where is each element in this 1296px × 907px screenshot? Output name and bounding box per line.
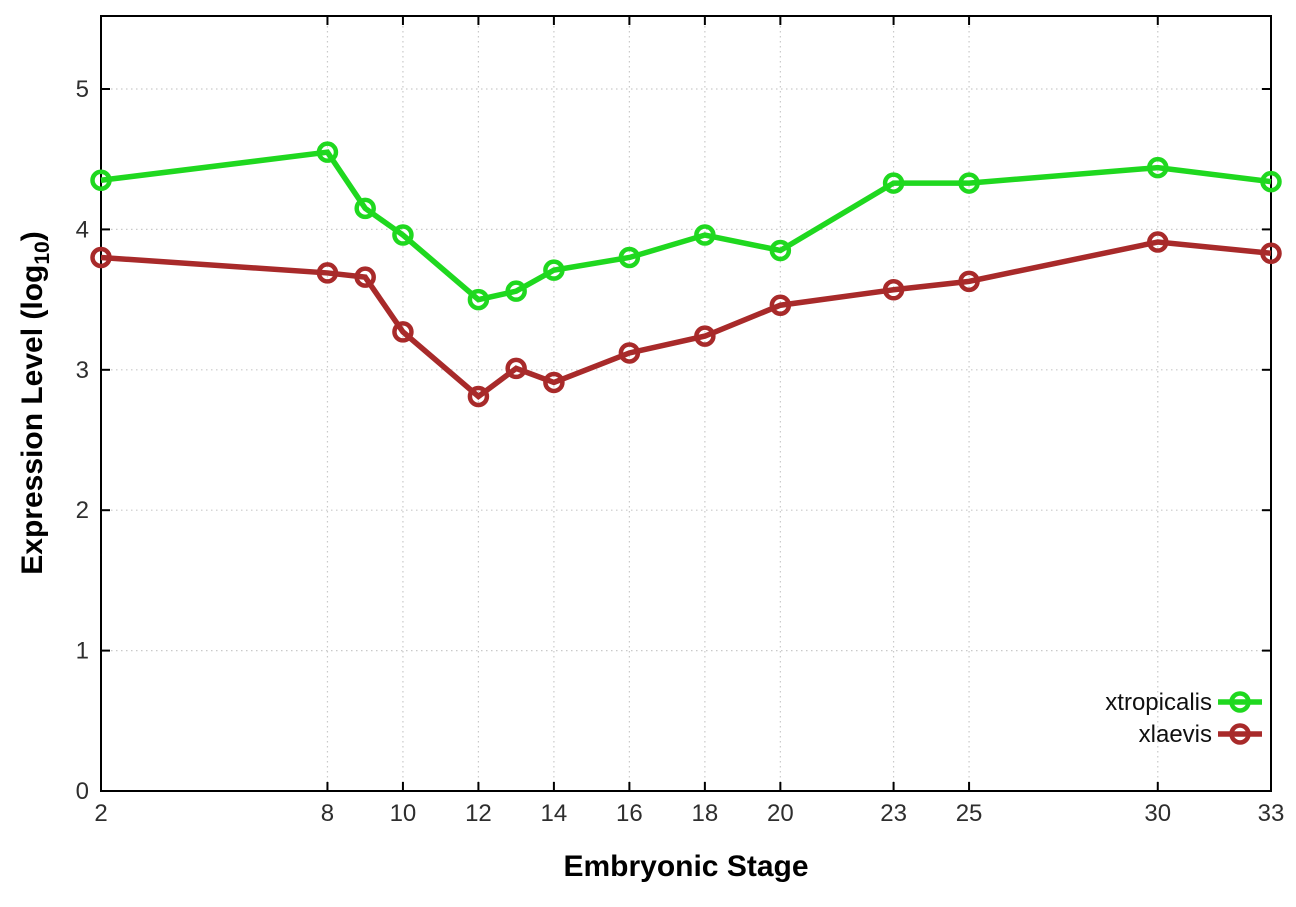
marker-xtropicalis-stage-8 xyxy=(316,141,339,163)
marker-xlaevis-stage-10 xyxy=(392,321,414,343)
marker-xlaevis-stage-33 xyxy=(1260,242,1282,265)
y-tick-label-1: 1 xyxy=(76,638,89,665)
x-tick-label-16: 16 xyxy=(616,800,643,827)
y-tick-label-4: 4 xyxy=(76,216,89,243)
x-tick-label-12: 12 xyxy=(465,800,492,827)
x-tick-label-30: 30 xyxy=(1144,800,1171,827)
marker-xlaevis-stage-25 xyxy=(958,270,980,293)
marker-xtropicalis-stage-25 xyxy=(958,172,980,194)
x-tick-label-8: 8 xyxy=(321,800,334,827)
legend-label-xtropicalis: xtropicalis xyxy=(1105,689,1212,716)
marker-xtropicalis-stage-12 xyxy=(467,288,490,311)
tick-layer xyxy=(100,16,1272,792)
x-axis-title: Embryonic Stage xyxy=(563,850,808,883)
marker-xlaevis-stage-12 xyxy=(467,385,490,408)
y-axis-title-suffix: ) xyxy=(16,231,49,241)
series-line-xlaevis xyxy=(100,239,1272,400)
y-tick-label-3: 3 xyxy=(76,357,89,384)
marker-xtropicalis-stage-18 xyxy=(694,224,716,246)
x-tick-label-20: 20 xyxy=(767,800,794,827)
marker-xtropicalis-stage-14 xyxy=(543,259,565,281)
border-layer xyxy=(100,15,1272,792)
x-tick-label-14: 14 xyxy=(541,800,568,827)
marker-xlaevis-stage-20 xyxy=(769,294,792,316)
y-axis-title-prefix: Expression Level (log xyxy=(16,265,49,575)
x-tick-label-10: 10 xyxy=(390,800,417,827)
marker-xtropicalis-stage-20 xyxy=(769,239,792,262)
legend-samples-layer xyxy=(1218,691,1262,745)
x-tick-label-23: 23 xyxy=(880,800,907,827)
marker-xlaevis-stage-18 xyxy=(694,325,716,347)
marker-xtropicalis-stage-30 xyxy=(1147,156,1169,179)
marker-xlaevis-stage-14 xyxy=(543,371,565,394)
marker-xlaevis-stage-2 xyxy=(90,246,112,269)
marker-xlaevis-stage-16 xyxy=(618,342,641,364)
x-tick-label-25: 25 xyxy=(956,800,983,827)
x-tick-label-2: 2 xyxy=(94,800,107,827)
y-axis-title-subscript: 10 xyxy=(31,241,54,264)
marker-xtropicalis-stage-16 xyxy=(618,246,641,269)
series-layer xyxy=(90,141,1282,408)
marker-xtropicalis-stage-13 xyxy=(505,280,527,302)
marker-xtropicalis-stage-10 xyxy=(392,224,414,246)
series-line-xtropicalis xyxy=(100,149,1272,303)
marker-xlaevis-stage-8 xyxy=(316,262,339,284)
marker-xtropicalis-stage-23 xyxy=(882,172,905,194)
plot-border xyxy=(100,15,1272,792)
y-tick-label-2: 2 xyxy=(76,497,89,524)
marker-xlaevis-stage-13 xyxy=(505,357,527,380)
x-tick-label-33: 33 xyxy=(1258,800,1285,827)
marker-xlaevis-stage-23 xyxy=(882,279,905,301)
legend-label-xlaevis: xlaevis xyxy=(1139,721,1212,748)
marker-xtropicalis-stage-33 xyxy=(1260,170,1282,193)
marker-xlaevis-stage-9 xyxy=(354,266,376,288)
y-tick-label-5: 5 xyxy=(76,76,89,103)
y-axis-title: Expression Level (log10) xyxy=(16,231,54,574)
marker-xtropicalis-stage-9 xyxy=(354,197,376,220)
grid-layer xyxy=(101,16,1271,791)
legend-sample-marker-xtropicalis xyxy=(1229,691,1251,713)
marker-xtropicalis-stage-2 xyxy=(90,169,112,192)
marker-xlaevis-stage-30 xyxy=(1147,231,1169,253)
y-tick-label-0: 0 xyxy=(76,778,89,805)
x-tick-label-18: 18 xyxy=(692,800,719,827)
legend-sample-marker-xlaevis xyxy=(1229,723,1251,745)
